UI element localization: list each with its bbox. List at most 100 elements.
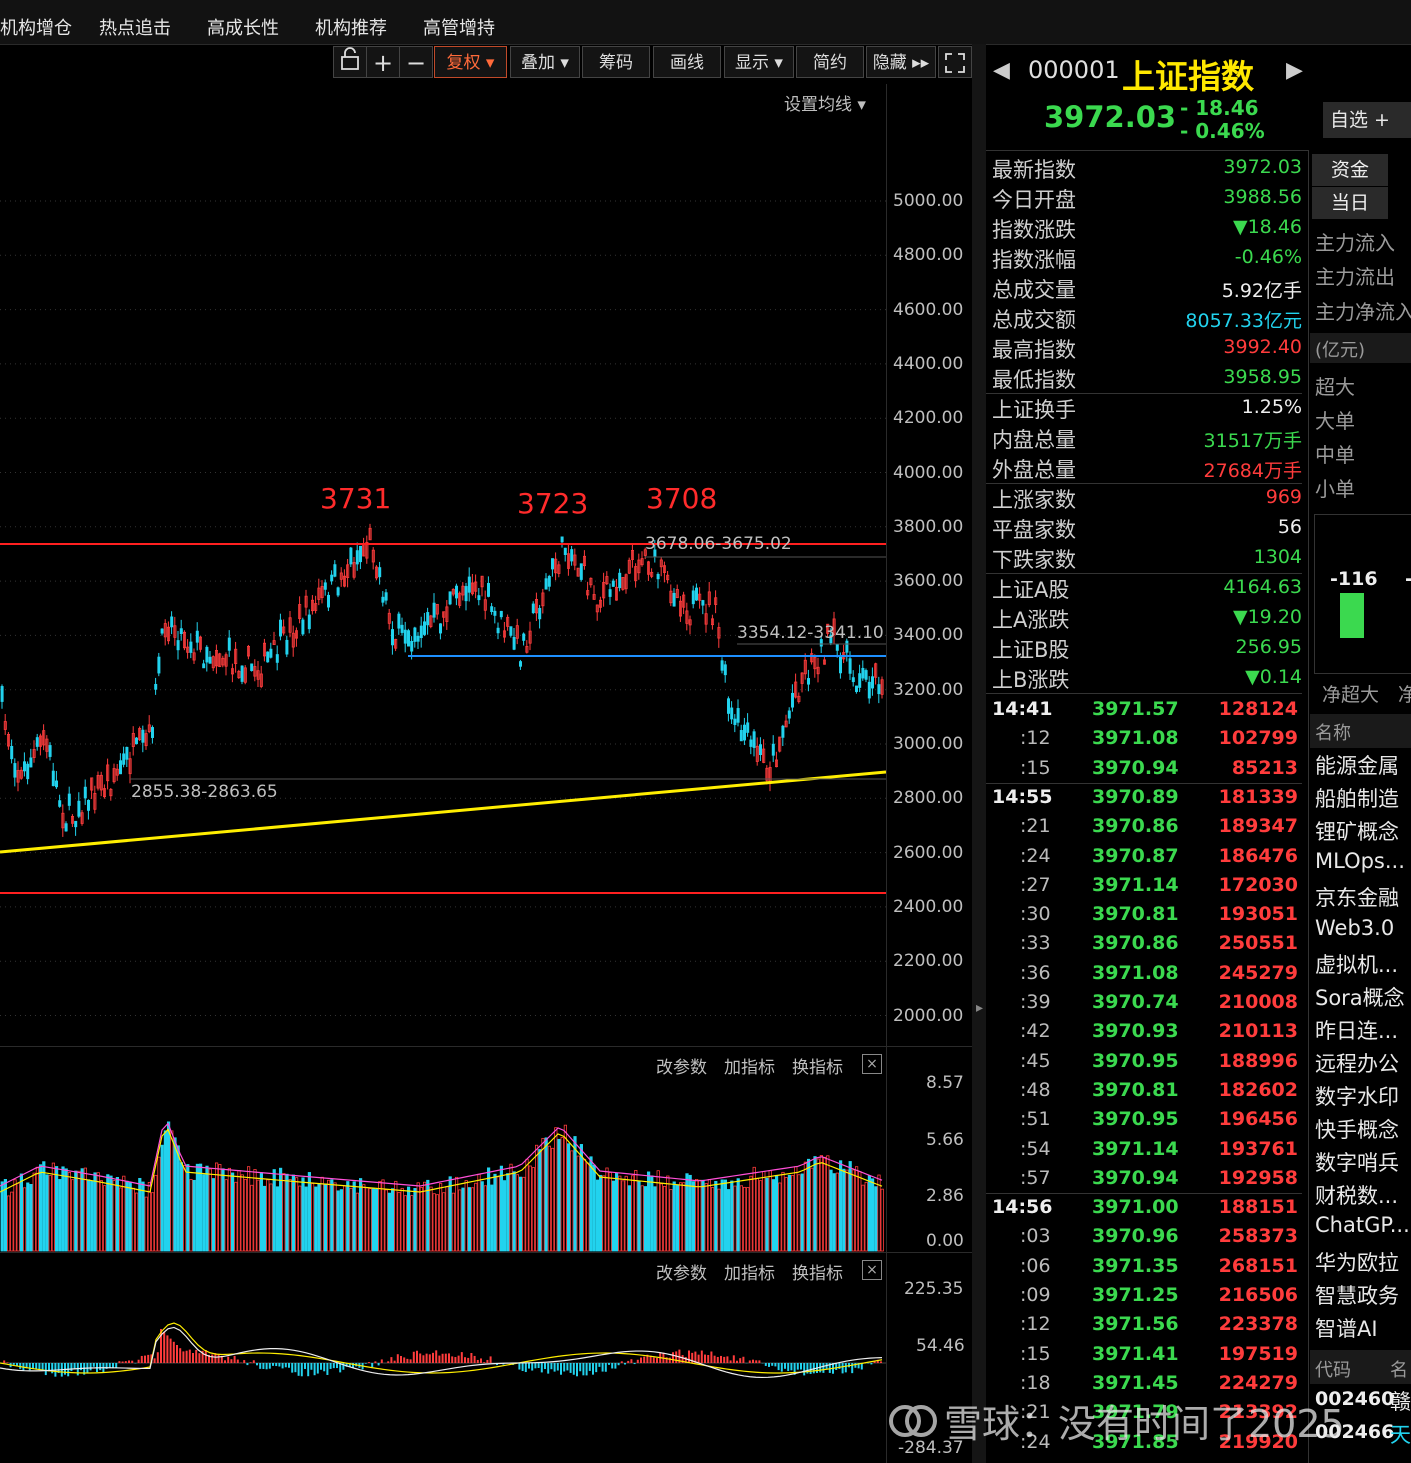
zoom-in-button[interactable]: + xyxy=(366,46,400,78)
kline-candle xyxy=(608,589,612,597)
macd-add-indicator-button[interactable]: 加指标 xyxy=(724,1264,775,1284)
macd-close-icon[interactable]: × xyxy=(862,1260,882,1280)
concept-item[interactable]: 虚拟机... xyxy=(1315,952,1399,977)
concept-col-name[interactable]: 名称 xyxy=(1315,723,1351,744)
kline-candle xyxy=(384,592,388,601)
volume-bar xyxy=(775,1174,779,1252)
vol-ytick-2: 5.66 xyxy=(926,1130,964,1150)
concept-item[interactable]: 财税数... xyxy=(1315,1184,1399,1209)
vol-close-icon[interactable]: × xyxy=(862,1054,882,1074)
draw-line-button[interactable]: 画线 xyxy=(653,46,721,78)
stat-value: -0.46% xyxy=(1234,246,1302,268)
concept-item[interactable]: 数字水印 xyxy=(1315,1085,1399,1109)
concept-item[interactable]: 锂矿概念 xyxy=(1315,820,1399,845)
stock-name-2[interactable]: 天 xyxy=(1390,1423,1411,1447)
kline-candle xyxy=(419,625,423,639)
concept-item[interactable]: 智谱AI xyxy=(1315,1316,1378,1341)
hide-button[interactable]: 隐藏 ▸▸ xyxy=(866,46,936,78)
stock-col-name[interactable]: 名 xyxy=(1390,1360,1408,1381)
kline-candle xyxy=(823,659,827,665)
concept-item[interactable]: MLOps... xyxy=(1315,849,1405,874)
zoom-out-button[interactable]: − xyxy=(399,46,433,78)
display-button[interactable]: 显示 ▾ xyxy=(724,46,794,78)
kline-candle xyxy=(211,656,215,669)
stock-col-code[interactable]: 代码 xyxy=(1315,1360,1351,1381)
volume-bar xyxy=(595,1179,600,1252)
simple-button[interactable]: 简约 xyxy=(796,46,864,78)
tick-volume: 223378 xyxy=(1218,1313,1298,1336)
vol-modify-params-button[interactable]: 改参数 xyxy=(656,1058,707,1078)
kline-candle xyxy=(829,634,833,644)
kline-candle xyxy=(454,585,458,599)
kline-candle xyxy=(560,536,564,543)
volume-bar xyxy=(147,1181,151,1252)
volume-bar xyxy=(39,1164,43,1252)
volume-bar xyxy=(403,1195,408,1252)
chips-button[interactable]: 筹码 xyxy=(582,46,650,78)
concept-item[interactable]: Web3.0 xyxy=(1315,915,1395,940)
volume-bar xyxy=(429,1186,433,1252)
tick-time: :15 xyxy=(1020,1342,1051,1365)
concept-item[interactable]: 船舶制造 xyxy=(1315,787,1399,812)
price-ytick: 4600.00 xyxy=(893,299,964,320)
kline-candle xyxy=(22,761,26,772)
concept-item[interactable]: ChatGP... xyxy=(1315,1213,1410,1238)
concept-item[interactable]: 能源金属 xyxy=(1315,754,1399,778)
tab-funds[interactable]: 资金 xyxy=(1312,154,1388,186)
stat-value: ▼19.20 xyxy=(1232,606,1302,628)
vol-switch-indicator-button[interactable]: 换指标 xyxy=(792,1058,843,1078)
nav-item-hot-spots[interactable]: 热点追击 xyxy=(99,18,171,39)
kline-candle xyxy=(29,757,33,768)
stock-name-1[interactable]: 赣 xyxy=(1390,1390,1411,1414)
nav-item-institutional-increase[interactable]: 机构增仓 xyxy=(0,18,72,39)
kline-candle xyxy=(224,654,228,667)
kline-candle xyxy=(855,685,859,692)
nav-item-institution-recommend[interactable]: 机构推荐 xyxy=(315,18,387,39)
kline-candle xyxy=(189,641,193,653)
splitter-arrow-icon[interactable]: ▸ xyxy=(976,1000,984,1016)
adjust-rights-button[interactable]: 复权 ▾ xyxy=(434,46,507,78)
kline-chart[interactable] xyxy=(0,84,886,1046)
concept-item[interactable]: 数字哨兵 xyxy=(1315,1151,1399,1176)
macd-ytick-2: 54.46 xyxy=(916,1336,965,1356)
stock-code-1[interactable]: 002460 xyxy=(1315,1388,1395,1410)
stat-value: 3992.40 xyxy=(1223,336,1302,358)
volume-bar xyxy=(131,1187,135,1252)
volume-bar xyxy=(797,1174,801,1252)
volume-bar xyxy=(560,1137,564,1252)
lock-icon[interactable] xyxy=(333,46,367,78)
kline-candle xyxy=(358,545,362,563)
next-stock-icon[interactable]: ▶ xyxy=(1286,58,1303,83)
add-watchlist-button[interactable]: 自选 + xyxy=(1323,102,1411,138)
kline-candle xyxy=(771,743,775,756)
kline-candle xyxy=(371,549,375,563)
macd-modify-params-button[interactable]: 改参数 xyxy=(656,1264,707,1284)
concept-item[interactable]: 京东金融 xyxy=(1315,886,1399,911)
vol-add-indicator-button[interactable]: 加指标 xyxy=(724,1058,775,1078)
concept-item[interactable]: 智慧政务 xyxy=(1315,1283,1399,1308)
tick-row: :57 3970.94 192958 xyxy=(992,1167,1304,1196)
overlay-button[interactable]: 叠加 ▾ xyxy=(510,46,580,78)
stat-value: 31517万手 xyxy=(1203,430,1302,452)
volume-bar xyxy=(179,1162,183,1252)
volume-bar xyxy=(624,1175,628,1252)
stat-value: ▼18.46 xyxy=(1232,216,1302,238)
volume-bar xyxy=(461,1187,465,1252)
tab-today[interactable]: 当日 xyxy=(1312,187,1388,219)
concept-item[interactable]: 昨日连... xyxy=(1315,1018,1399,1043)
panel-splitter[interactable] xyxy=(972,44,986,1463)
concept-item[interactable]: 快手概念 xyxy=(1315,1118,1399,1143)
concept-item[interactable]: 远程办公 xyxy=(1315,1051,1399,1076)
kline-candle xyxy=(272,640,276,645)
expand-icon[interactable] xyxy=(938,46,972,78)
stock-code-2[interactable]: 002466 xyxy=(1315,1421,1395,1443)
tick-time: :21 xyxy=(1020,1401,1051,1424)
prev-stock-icon[interactable]: ◀ xyxy=(993,58,1010,83)
concept-item[interactable]: 华为欧拉 xyxy=(1315,1250,1399,1275)
volume-bar xyxy=(490,1184,494,1252)
ma-settings-link[interactable]: 设置均线 ▾ xyxy=(784,95,866,115)
macd-switch-indicator-button[interactable]: 换指标 xyxy=(792,1264,843,1284)
concept-item[interactable]: Sora概念 xyxy=(1315,985,1405,1010)
nav-item-executive-holdings[interactable]: 高管增持 xyxy=(423,18,495,39)
nav-item-high-growth[interactable]: 高成长性 xyxy=(207,18,279,39)
